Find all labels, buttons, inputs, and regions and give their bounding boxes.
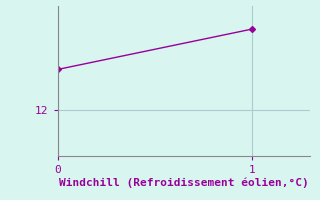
X-axis label: Windchill (Refroidissement éolien,°C): Windchill (Refroidissement éolien,°C) bbox=[59, 178, 309, 188]
